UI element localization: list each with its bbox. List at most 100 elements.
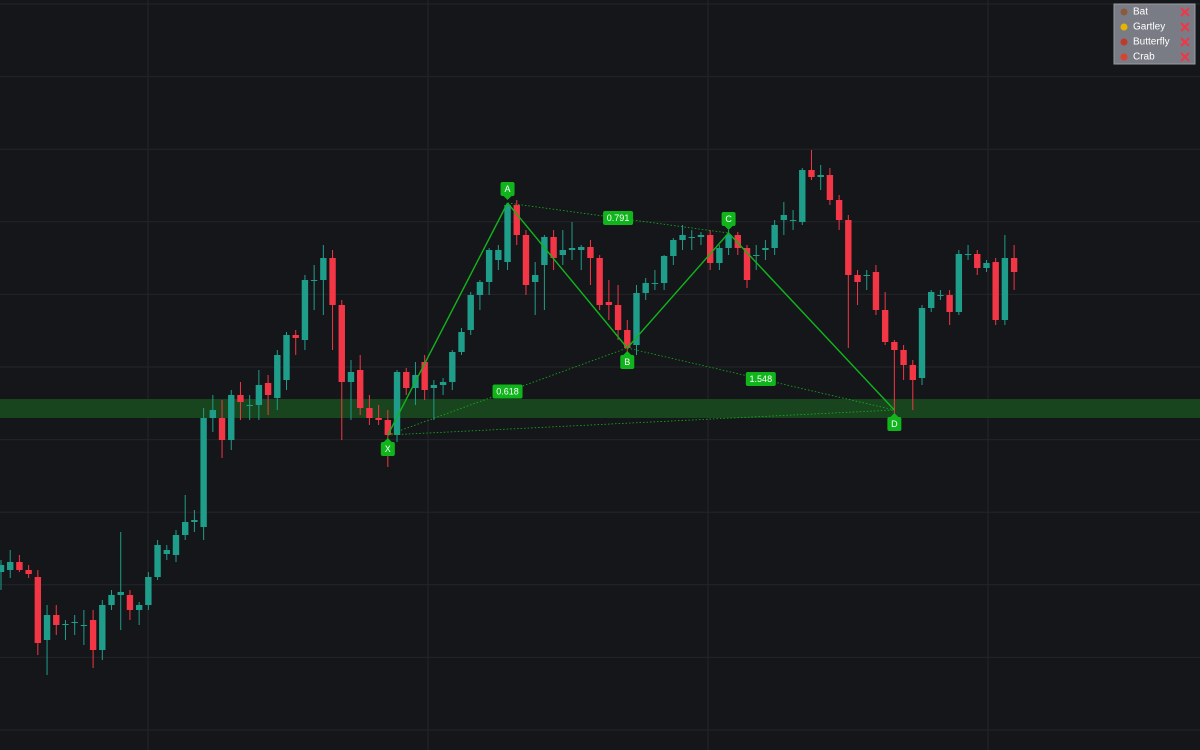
point-tag bbox=[500, 182, 515, 196]
legend-remove[interactable] bbox=[1180, 52, 1190, 62]
candle-body bbox=[145, 577, 152, 605]
candle-body bbox=[62, 624, 69, 625]
candle-body bbox=[550, 237, 557, 258]
candle-body bbox=[670, 240, 677, 256]
candle-body bbox=[771, 225, 778, 248]
candle-body bbox=[660, 256, 668, 283]
candle-body bbox=[135, 605, 143, 610]
candle-body bbox=[191, 520, 198, 522]
ratio-label: 0.791 bbox=[607, 213, 630, 223]
candle-body bbox=[928, 292, 935, 308]
point-tag bbox=[380, 442, 395, 456]
candle-body bbox=[163, 550, 170, 554]
point-tag-arrow bbox=[890, 413, 899, 417]
legend-remove[interactable] bbox=[1180, 7, 1190, 17]
point-tag-arrow bbox=[383, 438, 392, 442]
legend: Bat Gartley Butterfly Crab bbox=[1113, 3, 1196, 65]
candle-body bbox=[568, 248, 576, 250]
pattern-leg bbox=[728, 232, 895, 411]
candle-body bbox=[246, 405, 253, 406]
point-label: A bbox=[505, 184, 511, 194]
candle-body bbox=[974, 254, 981, 268]
candle-body bbox=[430, 385, 438, 388]
candle-body bbox=[476, 282, 484, 295]
ratio-badge bbox=[492, 384, 523, 399]
candle-body bbox=[780, 215, 788, 220]
candle-body bbox=[504, 205, 511, 262]
candle-body bbox=[633, 293, 640, 345]
point-label: D bbox=[891, 419, 898, 429]
candle-body bbox=[651, 283, 659, 284]
candle-body bbox=[964, 254, 972, 255]
candle-body bbox=[467, 295, 474, 330]
candle-body bbox=[531, 275, 539, 282]
candle-body bbox=[541, 237, 548, 265]
candle-body bbox=[891, 342, 898, 350]
remove-icon bbox=[1180, 7, 1190, 17]
candle-body bbox=[706, 235, 714, 263]
candle-body bbox=[200, 418, 207, 527]
candle-body bbox=[237, 395, 244, 402]
candle-body bbox=[43, 615, 51, 640]
candle-body bbox=[799, 170, 806, 222]
candle-body bbox=[209, 410, 217, 418]
candle-body bbox=[854, 275, 861, 282]
point-tag bbox=[620, 355, 635, 369]
candle-body bbox=[338, 305, 345, 382]
candle-body bbox=[182, 522, 189, 535]
candle-body bbox=[918, 308, 926, 378]
candle-body bbox=[817, 175, 824, 177]
legend-remove[interactable] bbox=[1180, 37, 1190, 47]
point-tag-arrow bbox=[724, 226, 733, 230]
point-label: B bbox=[624, 357, 630, 367]
legend-icon bbox=[1120, 8, 1128, 16]
zone-layer bbox=[0, 399, 1200, 418]
candle-body bbox=[53, 615, 60, 625]
candle-body bbox=[596, 258, 603, 305]
candle-body bbox=[522, 235, 530, 285]
candle-body bbox=[89, 620, 97, 650]
candle-body bbox=[458, 332, 465, 352]
candle-body bbox=[439, 382, 447, 385]
candle-body bbox=[310, 280, 318, 281]
ratio-badge bbox=[603, 211, 634, 225]
candle-body bbox=[835, 200, 843, 220]
candle-body bbox=[578, 247, 585, 250]
legend-remove[interactable] bbox=[1180, 22, 1190, 32]
candle-body bbox=[513, 205, 520, 235]
point-tag-arrow bbox=[623, 351, 632, 355]
candle-body bbox=[264, 383, 272, 395]
candle-body bbox=[992, 262, 999, 320]
candle-body bbox=[71, 622, 78, 623]
candle-body bbox=[624, 330, 631, 348]
candle-body bbox=[845, 220, 852, 275]
remove-icon bbox=[1180, 37, 1190, 47]
candle-body bbox=[946, 295, 953, 312]
candle-body bbox=[16, 562, 23, 570]
candle-body bbox=[228, 395, 235, 440]
candle-body bbox=[154, 545, 161, 577]
candle-body bbox=[485, 250, 493, 282]
legend-label: Gartley bbox=[1133, 22, 1165, 33]
candle-body bbox=[872, 272, 880, 310]
point-label: C bbox=[725, 214, 732, 224]
legend-label: Butterfly bbox=[1133, 37, 1170, 48]
point-tag-arrow bbox=[503, 196, 512, 200]
candle-body bbox=[108, 595, 115, 605]
candle-body bbox=[909, 365, 916, 380]
candle-body bbox=[1001, 258, 1009, 320]
legend-icon bbox=[1120, 23, 1128, 31]
candle-body bbox=[734, 235, 741, 248]
legend-icon bbox=[1120, 38, 1128, 46]
candle-body bbox=[301, 280, 309, 340]
candle-body bbox=[1010, 258, 1018, 272]
candle-body bbox=[495, 250, 502, 260]
candle-body bbox=[642, 283, 649, 293]
candle-body bbox=[126, 595, 134, 610]
legend-icon bbox=[1120, 53, 1128, 61]
point-tag bbox=[887, 417, 902, 431]
legend-label: Bat bbox=[1133, 7, 1148, 18]
pattern-ratio-line bbox=[507, 202, 729, 234]
candle-body bbox=[384, 420, 392, 435]
